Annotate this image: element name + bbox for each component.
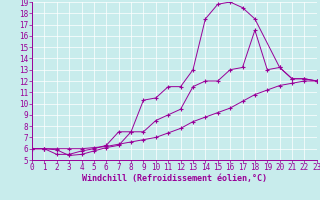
X-axis label: Windchill (Refroidissement éolien,°C): Windchill (Refroidissement éolien,°C) [82,174,267,183]
